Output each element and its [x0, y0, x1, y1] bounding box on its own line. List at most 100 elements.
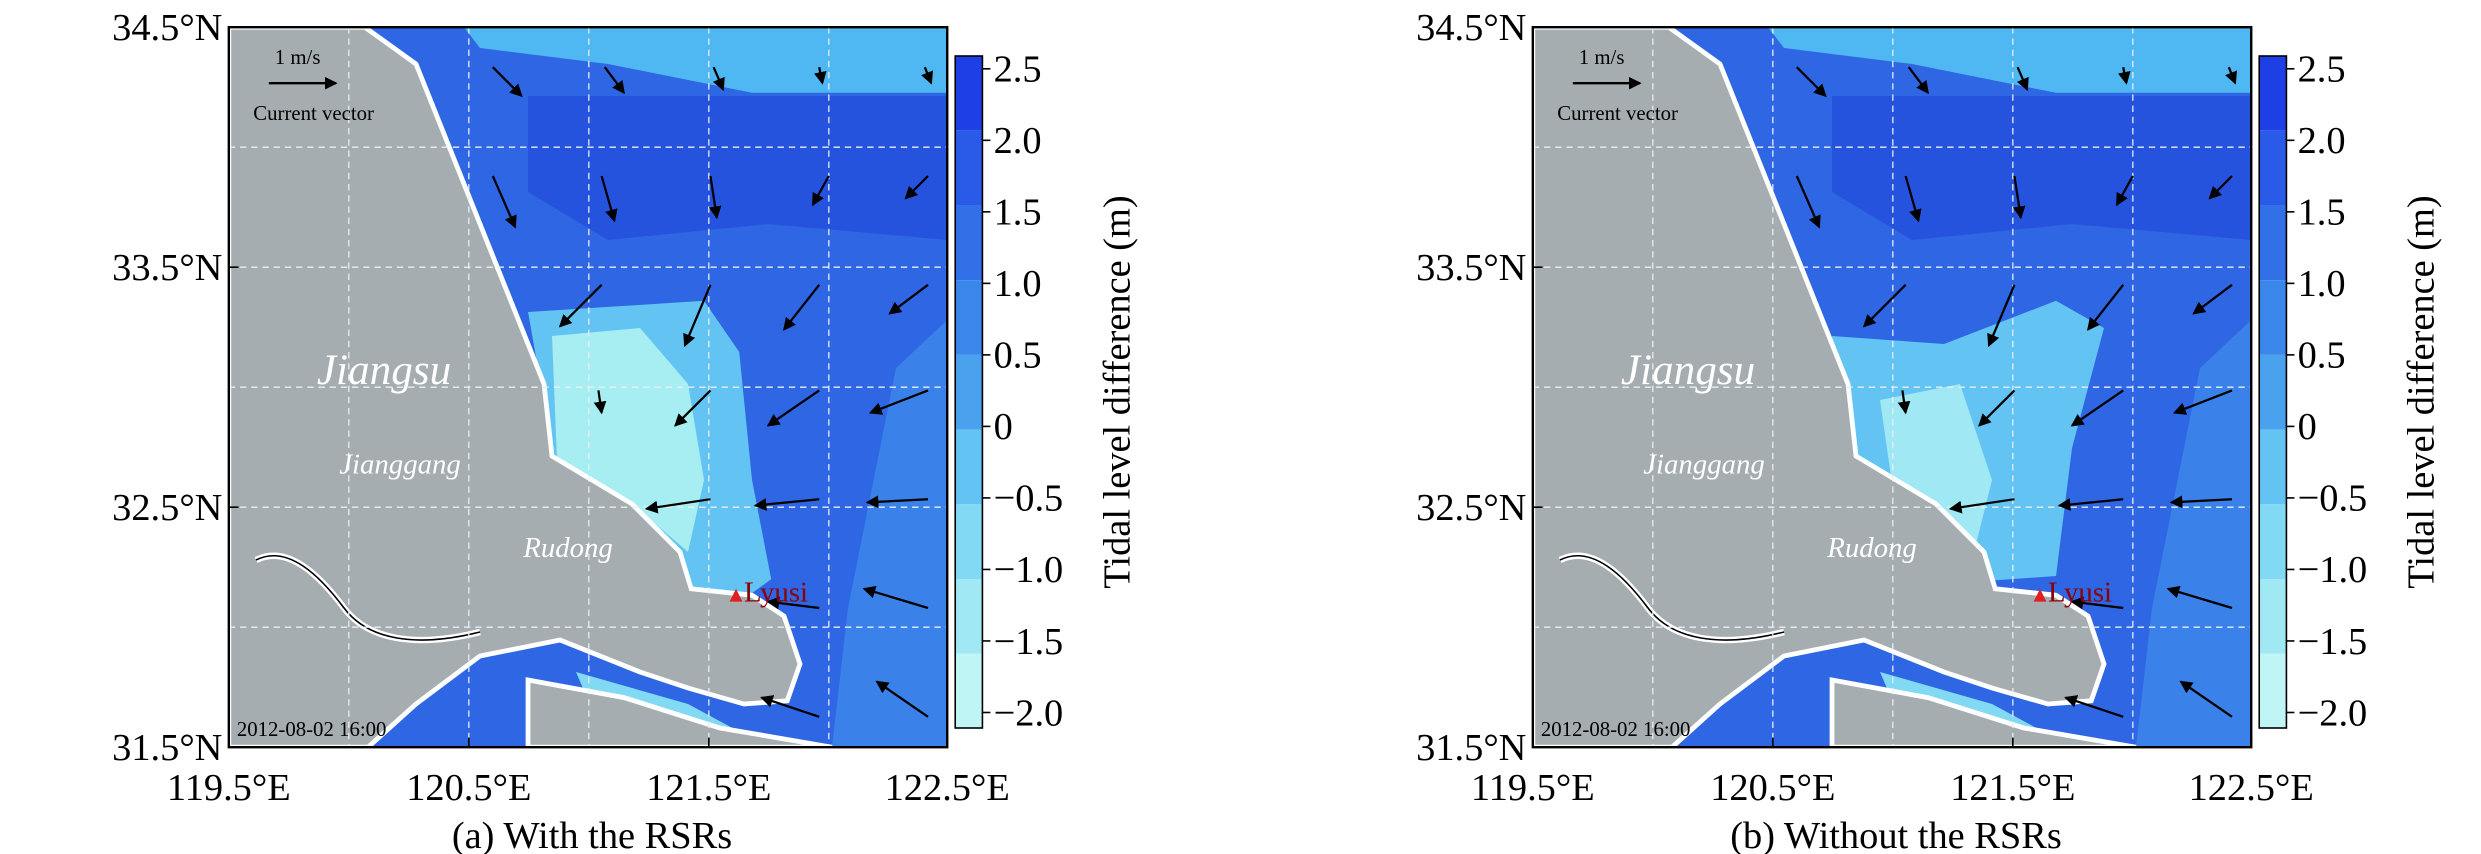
y-tick-label: 31.5°N	[112, 727, 222, 769]
caption: (a) With the RSRs	[452, 815, 732, 854]
current-arrow	[862, 585, 929, 610]
current-arrow	[2016, 66, 2029, 92]
inner-zone	[552, 328, 705, 552]
colorbar-band	[2259, 280, 2287, 355]
region-label: Jiangsu	[1621, 347, 1755, 394]
current-arrow	[1948, 498, 2015, 514]
colorbar-tick-label: −2.0	[2298, 692, 2368, 734]
region-label: Jiangsu	[317, 347, 451, 394]
colorbar-band	[955, 579, 983, 654]
colorbar-band	[2259, 429, 2287, 505]
current-arrow	[2179, 680, 2233, 718]
colorbar-band	[2259, 130, 2287, 206]
x-tick-label: 122.5°E	[2189, 767, 2314, 809]
colorbar-band	[955, 205, 983, 281]
x-tick-label: 119.5°E	[1471, 767, 1595, 809]
current-arrow	[760, 695, 820, 718]
current-arrow	[674, 389, 712, 427]
current-arrow	[888, 283, 929, 315]
river-outline	[255, 554, 481, 641]
colorbar-label: Tidal level difference (m)	[2401, 195, 2443, 588]
current-arrow	[1987, 284, 2016, 348]
timestamp: 2012-08-02 16:00	[237, 718, 387, 741]
city-label: Jianggang	[339, 449, 461, 481]
current-arrow	[766, 389, 820, 427]
sea-band-offshore	[832, 320, 948, 748]
station-label: Lyusi	[744, 577, 808, 609]
colorbar-band	[2259, 504, 2287, 580]
current-arrow	[1862, 284, 1907, 328]
colorbar-tick-label: 1.0	[2298, 263, 2346, 305]
current-arrow	[2208, 175, 2233, 200]
colorbar-band	[955, 130, 983, 206]
colorbar-tick-label: 0	[2298, 406, 2317, 448]
current-arrow	[2070, 389, 2124, 427]
current-arrow	[2057, 498, 2124, 511]
map-panel: 1 m/s Current vector 2012-08-02 16:00 Jiang…	[112, 7, 1138, 854]
scale-label: 1 m/s	[1579, 46, 1625, 69]
current-arrow	[868, 389, 929, 415]
y-tick-label: 34.5°N	[1416, 7, 1526, 49]
y-tick-label: 33.5°N	[112, 247, 222, 289]
land-south	[525, 677, 833, 748]
current-arrow	[2064, 695, 2124, 718]
colorbar-band	[2259, 205, 2287, 281]
caption: (b) Without the RSRs	[1730, 815, 2062, 854]
legend-label: Current vector	[253, 102, 374, 125]
colorbar-band	[955, 653, 983, 729]
colorbar-tick-label: −0.5	[994, 478, 1064, 520]
current-arrow	[1796, 66, 1827, 98]
colorbar-tick-label: 1.5	[2298, 192, 2346, 234]
colorbar-label: Tidal level difference (m)	[1097, 195, 1139, 588]
current-arrow	[2225, 66, 2238, 85]
colorbar-tick-label: 2.5	[994, 49, 1042, 91]
map-panel: 1 m/s Current vector 2012-08-02 16:00 Jiang…	[1416, 7, 2443, 854]
colorbar-band	[955, 429, 983, 505]
current-arrow	[783, 284, 821, 331]
land-south	[1829, 677, 2137, 748]
colorbar-band	[2259, 354, 2287, 430]
y-tick-label: 33.5°N	[1416, 247, 1526, 289]
current-arrow	[875, 680, 929, 718]
scale-label: 1 m/s	[275, 46, 321, 69]
colorbar-band	[955, 56, 983, 131]
current-arrow	[766, 596, 820, 610]
colorbar-band	[2259, 653, 2287, 729]
station-marker	[2033, 588, 2047, 602]
current-arrow	[811, 175, 830, 207]
map-area	[228, 27, 948, 748]
current-arrow	[1904, 175, 1922, 223]
map-area	[1532, 27, 2252, 748]
current-arrow	[2070, 596, 2124, 610]
current-arrow	[644, 498, 711, 514]
map-frame	[227, 26, 949, 749]
colorbar-band	[955, 354, 983, 430]
timestamp: 2012-08-02 16:00	[1541, 718, 1691, 741]
current-arrow	[491, 175, 517, 229]
current-arrow	[2166, 585, 2233, 610]
x-tick-label: 120.5°E	[406, 767, 531, 809]
current-arrow	[2115, 175, 2134, 207]
current-arrow	[2172, 389, 2233, 415]
current-arrow	[904, 175, 929, 200]
station-marker	[729, 588, 743, 602]
colorbar-tick-label: 0	[994, 406, 1013, 448]
colorbar-tick-label: 2.5	[2298, 49, 2346, 91]
colorbar-tick-label: 1.5	[994, 192, 1042, 234]
city-label: Jianggang	[1643, 449, 1765, 481]
colorbar-tick-label: −1.5	[2298, 621, 2368, 663]
current-arrow	[1897, 390, 1911, 415]
current-arrow	[2012, 175, 2026, 220]
colorbar-tick-label: 0.5	[994, 335, 1042, 377]
current-arrow	[753, 498, 820, 511]
colorbar-tick-label: −1.0	[2298, 549, 2368, 591]
y-tick-label: 34.5°N	[112, 7, 222, 49]
colorbar-band	[955, 280, 983, 355]
x-tick-label: 122.5°E	[885, 767, 1010, 809]
colorbar-tick-label: −1.0	[994, 549, 1064, 591]
current-arrow	[603, 66, 625, 95]
sea-band-offshore	[2136, 320, 2252, 748]
current-arrow	[2192, 283, 2233, 315]
